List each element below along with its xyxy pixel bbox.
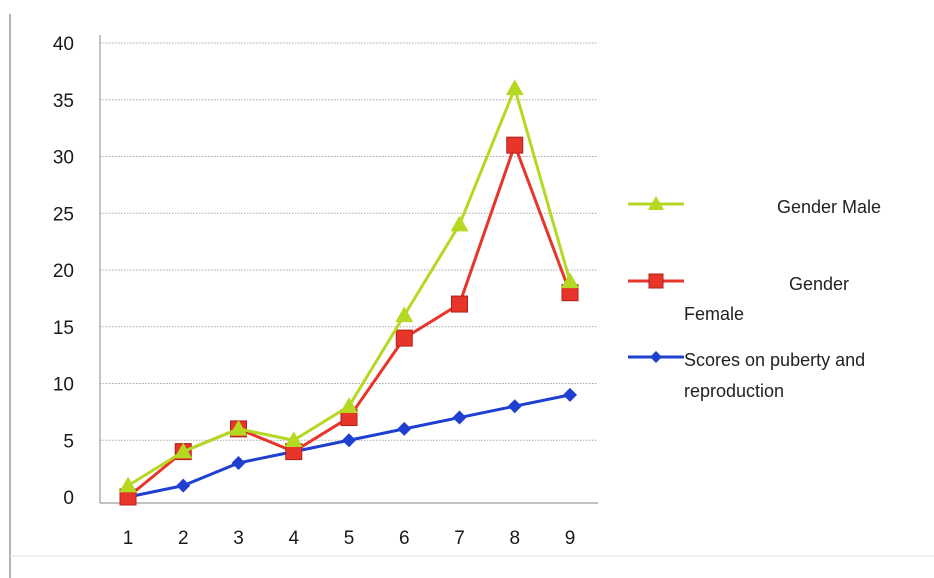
x-tick-label-6: 6: [399, 528, 410, 549]
data-point-square-8: [506, 136, 524, 154]
legend-marker-square: [648, 273, 664, 289]
y-tick-label-25: 25: [53, 204, 74, 225]
data-point-triangle-2: [174, 442, 193, 459]
y-tick-label-0: 0: [63, 488, 74, 509]
series-line-triangle: [127, 86, 572, 487]
y-tick-label-40: 40: [53, 34, 74, 55]
y-axis-ticks: 0 5 10 15 20 25 30 35 40: [53, 34, 74, 509]
data-point-diamond-3: [231, 455, 246, 470]
x-tick-label-2: 2: [178, 528, 189, 549]
caption-strip: [0, 0, 934, 14]
x-tick-label-8: 8: [509, 528, 520, 549]
y-tick-label-10: 10: [53, 375, 74, 396]
series-triangle: [119, 79, 579, 493]
data-point-diamond-2: [176, 478, 191, 493]
data-point-square-6: [395, 329, 413, 347]
x-axis-ticks: 1 2 3 4 5 6 7 8 9: [123, 528, 576, 549]
y-tick-label-5: 5: [63, 431, 74, 452]
plot-series: [119, 79, 579, 506]
y-tick-label-15: 15: [53, 318, 74, 339]
data-point-square-7: [451, 295, 468, 313]
data-point-diamond-7: [452, 410, 467, 425]
legend-marker-triangle: [648, 196, 664, 210]
data-point-triangle-5: [340, 397, 358, 413]
data-point-diamond-8: [507, 399, 522, 414]
gridlines: [100, 42, 598, 441]
data-point-triangle-7: [450, 215, 469, 232]
y-tick-label-20: 20: [53, 261, 74, 282]
legend-label-square: Gender: [789, 274, 849, 294]
legend-item-square: Gender Female: [628, 273, 849, 324]
legend: Gender Male Gender Female Scores on puberty…: [628, 196, 881, 401]
data-point-triangle-1: [119, 476, 137, 493]
data-point-triangle-8: [505, 79, 524, 96]
y-tick-label-35: 35: [53, 91, 74, 112]
x-tick-label-1: 1: [123, 528, 134, 549]
legend-label-diamond: Scores on puberty and: [684, 350, 865, 370]
data-point-diamond-5: [342, 433, 356, 448]
data-point-diamond-9: [563, 387, 577, 402]
legend-label-diamond-line2: reproduction: [684, 381, 784, 401]
data-point-triangle-3: [229, 419, 248, 436]
data-point-triangle-4: [284, 431, 303, 447]
data-point-triangle-6: [395, 306, 414, 323]
legend-item-diamond: Scores on puberty and reproduction: [628, 350, 865, 401]
x-tick-label-9: 9: [565, 528, 576, 549]
legend-marker-diamond: [650, 351, 662, 363]
data-point-triangle-9: [561, 272, 579, 289]
x-tick-label-3: 3: [233, 528, 244, 549]
legend-item-triangle: Gender Male: [628, 196, 881, 217]
legend-label-triangle: Gender Male: [777, 197, 881, 217]
y-tick-label-30: 30: [53, 148, 74, 169]
axes: [99, 35, 598, 504]
legend-label-square-line2: Female: [684, 304, 744, 324]
x-tick-label-7: 7: [454, 528, 465, 549]
x-tick-label-5: 5: [344, 528, 355, 549]
x-tick-label-4: 4: [288, 528, 299, 549]
data-point-diamond-6: [397, 421, 412, 436]
